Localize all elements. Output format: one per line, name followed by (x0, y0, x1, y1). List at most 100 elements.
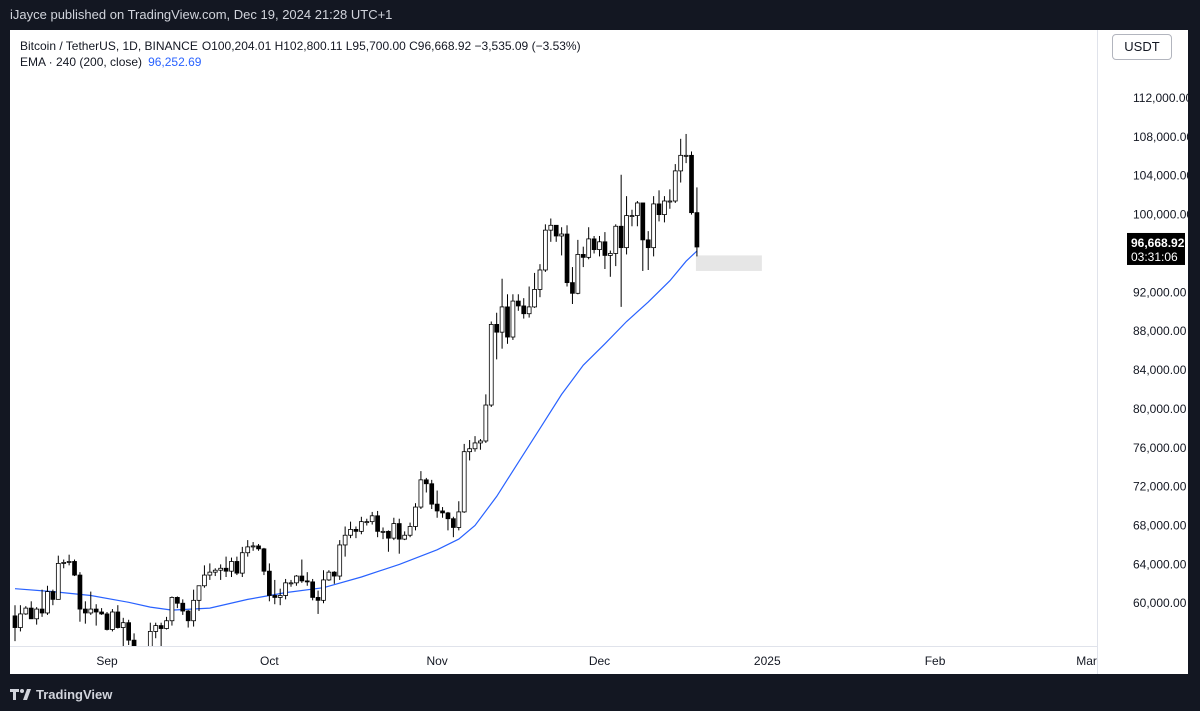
candle-body[interactable] (120, 622, 126, 628)
legend-symbol[interactable]: Bitcoin / TetherUS, 1D, BINANCE (20, 39, 198, 53)
candle-body[interactable] (667, 200, 673, 203)
candle-body[interactable] (429, 483, 435, 505)
candle-body[interactable] (342, 534, 348, 546)
candle-body[interactable] (77, 574, 83, 610)
time-axis[interactable] (10, 646, 1097, 674)
candle-body[interactable] (229, 561, 234, 572)
candle-body[interactable] (418, 479, 424, 508)
candle-body[interactable] (175, 597, 180, 604)
candle-body[interactable] (559, 233, 564, 237)
candle-body[interactable] (115, 611, 121, 628)
candle-body[interactable] (164, 620, 169, 629)
candle-body[interactable] (34, 608, 39, 620)
candle-body[interactable] (451, 518, 456, 528)
candle-body[interactable] (369, 515, 375, 523)
candle-body[interactable] (445, 512, 451, 520)
candle-body[interactable] (467, 448, 472, 453)
footer-brand[interactable]: TradingView (10, 684, 112, 704)
candle-body[interactable] (526, 306, 532, 315)
candle-body[interactable] (580, 254, 586, 258)
candle-body[interactable] (212, 569, 218, 573)
candle-body[interactable] (364, 521, 370, 524)
candle-body[interactable] (515, 300, 521, 307)
candle-body[interactable] (72, 561, 77, 576)
candle-body[interactable] (380, 530, 386, 533)
candle-body[interactable] (607, 253, 613, 256)
candle-body[interactable] (110, 611, 115, 630)
chart-frame[interactable]: 60,000.00 64,000.00 68,000.00 72,000.00 76,0… (10, 30, 1188, 674)
candle-body[interactable] (223, 567, 229, 572)
candle-body[interactable] (23, 607, 29, 615)
candle-body[interactable] (39, 608, 45, 614)
candle-body[interactable] (662, 200, 667, 216)
candle-body[interactable] (423, 479, 429, 485)
candle-body[interactable] (570, 282, 575, 294)
candle-body[interactable] (672, 170, 678, 202)
candle-body[interactable] (678, 154, 684, 172)
candle-body[interactable] (180, 602, 186, 612)
candle-body[interactable] (50, 591, 56, 600)
candle-body[interactable] (191, 599, 196, 622)
candle-body[interactable] (586, 238, 592, 258)
candle-body[interactable] (196, 585, 202, 601)
candle-body[interactable] (326, 571, 332, 581)
candle-body[interactable] (126, 622, 132, 641)
candle-body[interactable] (532, 289, 537, 308)
candle-body[interactable] (624, 215, 629, 249)
candle-body[interactable] (656, 203, 662, 216)
candle-body[interactable] (591, 238, 597, 250)
candle-body[interactable] (396, 523, 402, 540)
candle-body[interactable] (375, 515, 380, 532)
candle-body[interactable] (689, 154, 694, 214)
candle-body[interactable] (315, 597, 321, 601)
candle-body[interactable] (505, 306, 510, 338)
candle-body[interactable] (564, 233, 570, 284)
candle-body[interactable] (256, 545, 261, 550)
candle-body[interactable] (207, 571, 213, 576)
candle-body[interactable] (61, 562, 67, 564)
candle-body[interactable] (331, 571, 337, 577)
chart-canvas[interactable]: 60,000.00 64,000.00 68,000.00 72,000.00 76,0… (10, 30, 1188, 674)
candle-body[interactable] (402, 534, 408, 540)
candle-body[interactable] (635, 202, 640, 216)
candle-body[interactable] (391, 523, 397, 539)
candle-body[interactable] (153, 625, 159, 632)
candle-body[interactable] (239, 552, 245, 574)
candle-body[interactable] (629, 215, 635, 217)
candle-body[interactable] (93, 608, 99, 613)
candle-body[interactable] (483, 404, 489, 442)
candle-body[interactable] (640, 202, 646, 241)
price-axis[interactable] (1097, 30, 1188, 674)
candle-body[interactable] (104, 613, 110, 630)
candle-body[interactable] (434, 503, 440, 512)
candle-body[interactable] (440, 510, 445, 514)
candle-body[interactable] (597, 241, 602, 250)
candle-body[interactable] (245, 546, 251, 554)
candle-body[interactable] (83, 608, 88, 614)
candle-body[interactable] (304, 580, 310, 583)
candle-body[interactable] (407, 526, 413, 536)
candle-body[interactable] (234, 561, 240, 574)
candle-body[interactable] (510, 300, 516, 338)
candle-body[interactable] (461, 451, 467, 513)
candle-body[interactable] (158, 625, 164, 629)
candle-body[interactable] (348, 529, 353, 536)
candle-body[interactable] (478, 440, 483, 444)
candle-body[interactable] (294, 575, 299, 584)
candle-body[interactable] (288, 582, 294, 585)
candle-body[interactable] (185, 610, 191, 622)
candle-body[interactable] (28, 607, 34, 620)
candle-body[interactable] (131, 639, 137, 662)
candle-body[interactable] (337, 544, 343, 577)
candle-body[interactable] (521, 305, 527, 315)
candle-body[interactable] (499, 306, 505, 333)
candle-body[interactable] (613, 225, 619, 254)
candle-body[interactable] (283, 582, 288, 596)
candle-body[interactable] (651, 203, 656, 249)
candle-body[interactable] (250, 545, 256, 548)
candle-body[interactable] (277, 595, 283, 598)
candle-body[interactable] (310, 581, 316, 598)
candle-body[interactable] (99, 611, 104, 615)
candle-body[interactable] (694, 212, 700, 248)
candle-body[interactable] (353, 529, 359, 532)
